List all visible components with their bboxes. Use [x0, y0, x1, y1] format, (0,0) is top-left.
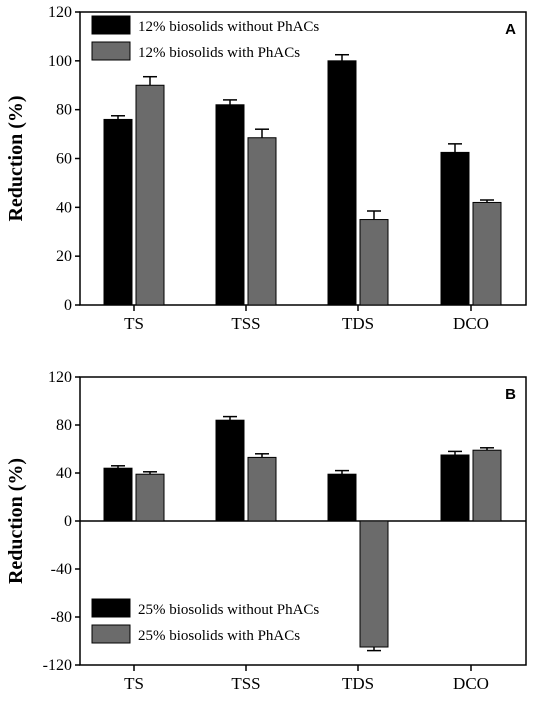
y-tick-label: -40 — [51, 561, 72, 578]
y-tick-label: 20 — [56, 248, 72, 265]
bar-tss-series-1 — [215, 419, 245, 522]
bar-tss-series-1 — [215, 104, 245, 306]
bar-ts-series-1 — [103, 467, 133, 522]
bar-dco-series-2 — [472, 201, 502, 306]
legend-swatch-2 — [91, 624, 131, 644]
y-tick-label: 120 — [48, 369, 72, 386]
y-tick-label: 100 — [48, 53, 72, 70]
panel-letter: B — [505, 386, 516, 403]
x-tick-label: TSS — [231, 674, 260, 693]
bar-tss-series-2 — [247, 137, 277, 306]
bar-tds-series-1 — [327, 60, 357, 306]
bar-tss-series-2 — [247, 456, 277, 522]
y-axis-label: Reduction (%) — [5, 95, 27, 221]
legend-swatch-1 — [91, 15, 131, 35]
legend-label-2: 12% biosolids with PhACs — [138, 45, 300, 61]
bar-dco-series-2 — [472, 449, 502, 522]
y-tick-label: 40 — [56, 465, 72, 482]
bar-ts-series-2 — [135, 473, 165, 522]
y-tick-label: -80 — [51, 609, 72, 626]
y-tick-label: 80 — [56, 417, 72, 434]
x-tick-label: TS — [124, 674, 144, 693]
legend-label-1: 25% biosolids without PhACs — [138, 602, 319, 618]
y-tick-label: 120 — [48, 4, 72, 21]
x-tick-label: DCO — [453, 314, 489, 333]
x-tick-label: TS — [124, 314, 144, 333]
bar-ts-series-1 — [103, 118, 133, 306]
y-axis-label: Reduction (%) — [5, 458, 27, 584]
x-tick-label: TDS — [342, 314, 374, 333]
bar-tds-series-2 — [359, 219, 389, 306]
y-tick-label: -120 — [43, 657, 72, 674]
bar-dco-series-1 — [440, 454, 470, 522]
x-tick-label: TDS — [342, 674, 374, 693]
y-tick-label: 0 — [64, 513, 72, 530]
bar-ts-series-2 — [135, 84, 165, 306]
y-tick-label: 0 — [64, 297, 72, 314]
x-tick-label: TSS — [231, 314, 260, 333]
y-tick-label: 40 — [56, 199, 72, 216]
bar-tds-series-1 — [327, 473, 357, 522]
legend-label-2: 25% biosolids with PhACs — [138, 628, 300, 644]
legend-swatch-2 — [91, 41, 131, 61]
bar-dco-series-1 — [440, 151, 470, 306]
legend-swatch-1 — [91, 598, 131, 618]
legend-label-1: 12% biosolids without PhACs — [138, 19, 319, 35]
panel-letter: A — [505, 21, 516, 38]
y-tick-label: 60 — [56, 151, 72, 168]
x-tick-label: DCO — [453, 674, 489, 693]
bar-tds-series-2 — [359, 520, 389, 648]
y-tick-label: 80 — [56, 102, 72, 119]
